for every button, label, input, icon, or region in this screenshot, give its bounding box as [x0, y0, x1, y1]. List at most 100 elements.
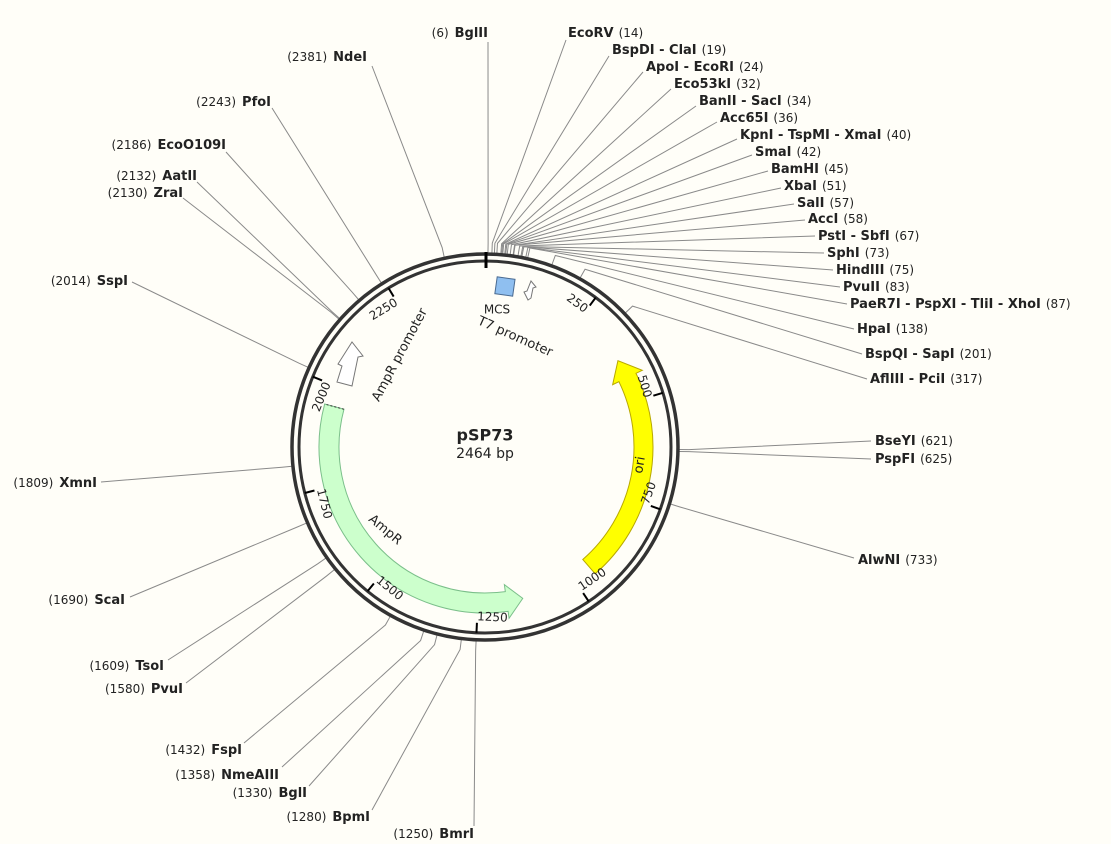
ruler-tick [312, 375, 323, 382]
site-name: XbaI [784, 179, 817, 194]
site-label: AccI (58) [808, 212, 868, 227]
site-name: ZraI [154, 186, 183, 201]
site-position: (40) [887, 128, 912, 142]
leader-line [243, 616, 391, 744]
leader-line [496, 71, 644, 254]
site-name: BspDI - ClaI [612, 43, 697, 58]
site-position: (1250) [393, 827, 433, 841]
site-label: KpnI - TspMI - XmaI (40) [740, 128, 911, 143]
site-label: PstI - SbfI (67) [818, 229, 919, 244]
site-label: PaeR7I - PspXI - TliI - XhoI (87) [850, 297, 1071, 312]
mcs-box [494, 276, 516, 297]
site-label: (2130) ZraI [108, 186, 183, 201]
site-name: SspI [97, 274, 128, 289]
leader-line [131, 281, 309, 368]
site-name: AatII [162, 169, 197, 184]
t7-label: T7 promoter [474, 313, 555, 360]
site-label: (1250) BmrI [393, 827, 474, 842]
leader-line [371, 65, 445, 258]
site-label: PspFI (625) [875, 452, 952, 467]
site-position: (1358) [175, 768, 215, 782]
site-name: BglI [278, 786, 307, 801]
site-position: (6) [432, 26, 449, 40]
ruler-label: 500 [635, 373, 655, 399]
ruler-tick [650, 505, 661, 511]
site-name: SphI [827, 246, 860, 261]
site-name: PvuI [151, 682, 183, 697]
leader-line [509, 187, 782, 255]
site-position: (1690) [48, 593, 88, 607]
site-name: ScaI [94, 593, 125, 608]
site-label: EcoRV (14) [568, 26, 643, 41]
leader-line [506, 170, 769, 255]
site-label: (2014) SspI [51, 274, 128, 289]
site-label: (1580) PvuI [105, 682, 183, 697]
site-position: (621) [921, 434, 953, 448]
site-position: (2130) [108, 186, 148, 200]
ruler-tick [653, 391, 664, 397]
leader-line [196, 181, 341, 319]
ori-label: ori [631, 455, 649, 474]
leader-line [473, 640, 477, 827]
site-label: (2186) EcoO109I [112, 138, 226, 153]
site-position: (14) [619, 26, 644, 40]
site-name: KpnI - TspMI - XmaI [740, 128, 882, 143]
leader-line [678, 440, 872, 451]
site-label: (1609) TsoI [89, 659, 164, 674]
site-name: Acc65I [720, 111, 768, 126]
site-label: HpaI (138) [857, 322, 928, 337]
site-name: AccI [808, 212, 838, 227]
leader-line [513, 219, 806, 256]
leader-line [678, 450, 872, 460]
leader-line [517, 235, 816, 256]
site-name: NdeI [333, 50, 367, 65]
site-label: (1690) ScaI [48, 593, 125, 608]
site-label: PvuII (83) [843, 280, 910, 295]
site-label: BseYI (621) [875, 434, 953, 449]
site-label: (1432) FspI [165, 743, 242, 758]
leader-line [504, 138, 738, 255]
leader-line [308, 634, 438, 787]
site-position: (24) [739, 60, 764, 74]
site-position: (83) [885, 280, 910, 294]
site-position: (42) [797, 145, 822, 159]
leader-line [491, 39, 567, 254]
site-position: (138) [896, 322, 928, 336]
t7-arrow [523, 280, 537, 301]
site-label: BamHI (45) [771, 162, 849, 177]
site-position: (733) [905, 553, 937, 567]
ampr-promoter-arrow [336, 341, 364, 387]
site-position: (1330) [233, 786, 273, 800]
leader-line [501, 105, 697, 254]
site-label: Acc65I (36) [720, 111, 798, 126]
site-name: ApoI - EcoRI [646, 60, 734, 75]
site-position: (317) [950, 372, 982, 386]
ampr-divider [324, 403, 345, 410]
leader-line [493, 55, 610, 254]
site-label: SmaI (42) [755, 145, 821, 160]
site-name: SmaI [755, 145, 792, 160]
site-name: BamHI [771, 162, 819, 177]
site-name: PaeR7I - PspXI - TliI - XhoI [850, 297, 1041, 312]
site-name: Eco53kI [674, 77, 731, 92]
site-position: (19) [702, 43, 727, 57]
site-position: (34) [787, 94, 812, 108]
site-name: AflIII - PciI [870, 372, 945, 387]
site-position: (2243) [196, 95, 236, 109]
leader-line [624, 305, 868, 380]
ruler-tick [387, 287, 395, 298]
site-name: TsoI [135, 659, 164, 674]
ruler-tick [582, 592, 590, 602]
site-name: PfoI [242, 95, 271, 110]
site-position: (2381) [287, 50, 327, 64]
site-position: (51) [822, 179, 847, 193]
site-name: PspFI [875, 452, 915, 467]
leader-line [185, 569, 335, 684]
site-position: (45) [824, 162, 849, 176]
site-position: (32) [736, 77, 761, 91]
site-name: BglII [455, 26, 488, 41]
leader-line [225, 151, 360, 301]
site-label: BanII - SacI (34) [699, 94, 811, 109]
site-position: (1809) [13, 476, 53, 490]
